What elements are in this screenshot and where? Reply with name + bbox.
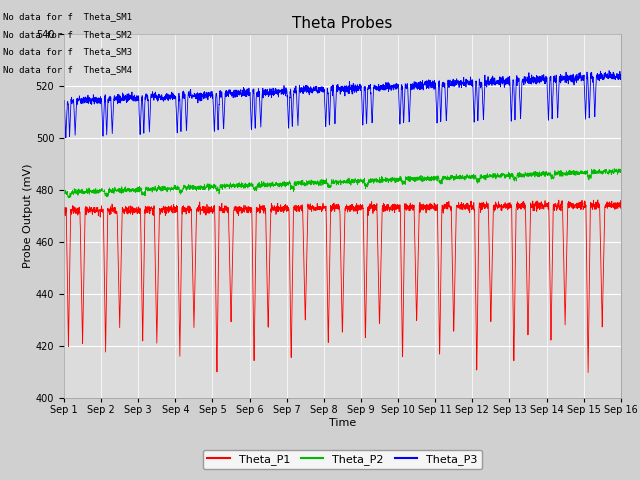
Text: No data for f  Theta_SM3: No data for f Theta_SM3	[3, 48, 132, 57]
X-axis label: Time: Time	[329, 418, 356, 428]
Title: Theta Probes: Theta Probes	[292, 16, 392, 31]
Theta_P1	[584, 370, 592, 375]
Theta_P3	[617, 75, 625, 81]
Theta_P1	[157, 211, 164, 217]
Theta_P3	[60, 99, 68, 105]
Line: Theta_P3: Theta_P3	[64, 71, 621, 138]
Theta_P2	[124, 186, 132, 192]
Theta_P3	[157, 95, 164, 101]
Theta_P3	[606, 72, 614, 77]
Theta_P3	[274, 89, 282, 95]
Theta_P3	[62, 135, 70, 141]
Theta_P1	[594, 197, 602, 203]
Theta_P1	[546, 269, 554, 275]
Theta_P1	[606, 204, 614, 210]
Theta_P2	[546, 169, 554, 175]
Theta_P1	[124, 205, 131, 211]
Theta_P2	[606, 169, 614, 175]
Theta_P2	[617, 168, 625, 174]
Theta_P3	[605, 68, 613, 73]
Theta_P2	[60, 191, 68, 196]
Line: Theta_P1: Theta_P1	[64, 200, 621, 372]
Theta_P1	[298, 207, 305, 213]
Text: No data for f  Theta_SM2: No data for f Theta_SM2	[3, 30, 132, 39]
Text: No data for f  Theta_SM1: No data for f Theta_SM1	[3, 12, 132, 21]
Theta_P2	[611, 166, 618, 171]
Theta_P3	[298, 86, 306, 92]
Text: No data for f  Theta_SM4: No data for f Theta_SM4	[3, 65, 132, 74]
Theta_P2	[157, 185, 164, 191]
Theta_P3	[124, 97, 132, 103]
Theta_P3	[546, 74, 554, 80]
Y-axis label: Probe Output (mV): Probe Output (mV)	[23, 164, 33, 268]
Line: Theta_P2: Theta_P2	[64, 168, 621, 198]
Theta_P2	[65, 195, 73, 201]
Theta_P2	[274, 180, 282, 186]
Theta_P2	[298, 180, 306, 186]
Theta_P1	[617, 205, 625, 211]
Theta_P1	[60, 210, 68, 216]
Legend: Theta_P1, Theta_P2, Theta_P3: Theta_P1, Theta_P2, Theta_P3	[203, 450, 482, 469]
Theta_P1	[274, 202, 282, 208]
